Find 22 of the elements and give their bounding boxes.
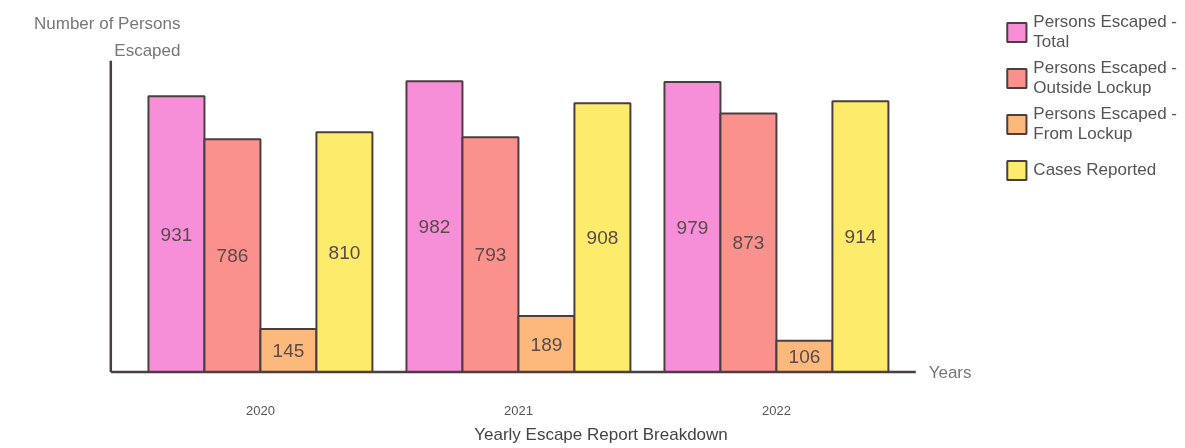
data-label: 979 — [676, 216, 709, 238]
legend-label: Persons Escaped - Total — [1033, 12, 1177, 52]
data-label: 873 — [732, 232, 765, 254]
data-label: 145 — [272, 340, 305, 362]
data-label: 786 — [216, 245, 249, 267]
x-tick-label: 2022 — [761, 402, 791, 418]
data-label: 914 — [844, 226, 877, 248]
data-label: 189 — [530, 333, 563, 355]
data-label: 982 — [418, 216, 451, 238]
legend-label: Persons Escaped - From Lockup — [1033, 104, 1177, 144]
data-label: 106 — [788, 345, 821, 367]
legend-label: Cases Reported — [1033, 159, 1157, 181]
data-label: 931 — [160, 223, 193, 245]
x-tick-label: 2021 — [503, 402, 533, 418]
data-label: 793 — [474, 244, 507, 266]
text: Yearly Escape Report Breakdown — [474, 424, 728, 444]
legend-label: Persons Escaped - Outside Lockup — [1033, 58, 1177, 98]
y-axis-title: Number of Persons Escaped — [34, 13, 181, 61]
data-label: 908 — [586, 227, 619, 249]
x-tick-label: 2020 — [245, 402, 275, 418]
data-label: 810 — [328, 241, 361, 263]
x-axis-title: Years — [928, 362, 972, 382]
